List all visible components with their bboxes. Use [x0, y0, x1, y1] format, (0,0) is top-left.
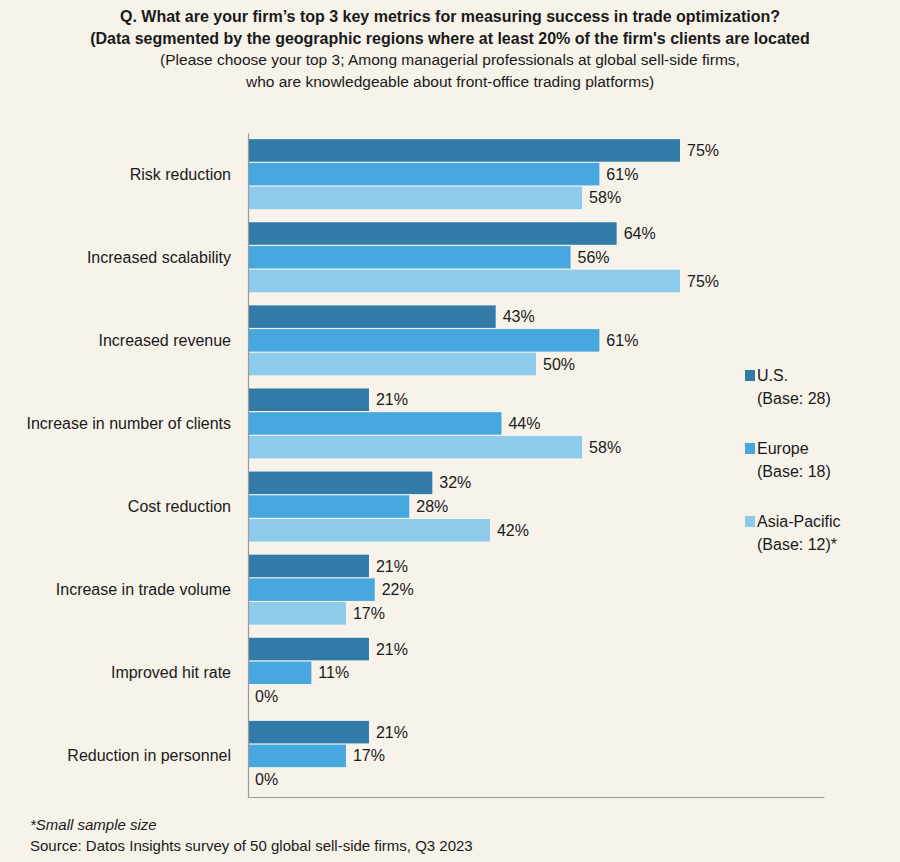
bar: [248, 329, 599, 352]
data-label: 21%: [376, 558, 408, 575]
tick-label-line: Improved hit rate: [111, 664, 231, 681]
tick-label-line: Increase in number of clients: [26, 415, 231, 432]
bar: [248, 305, 496, 328]
legend: U.S. (Base: 28) Europe (Base: 18) Asia-Pacif…: [745, 367, 841, 553]
bar: [248, 555, 369, 578]
data-label: 61%: [606, 166, 638, 183]
x-axis: [249, 797, 825, 798]
data-label: 17%: [353, 605, 385, 622]
bar: [248, 222, 617, 245]
tick: Risk reduction: [130, 166, 248, 183]
bar: [248, 495, 409, 518]
data-label: 64%: [624, 225, 656, 242]
bar: [248, 353, 536, 376]
data-label: 17%: [353, 747, 385, 764]
subtitle: (Please choose your top 3; Among manager…: [160, 51, 740, 68]
footnote: *Small sample size: [30, 816, 157, 833]
tick: Reduction in personnel: [67, 747, 248, 764]
data-labels: 75% 64% 43% 21% 32% 21% 21% 21% 61% 56% 61% 44% 28% 2…: [255, 142, 719, 788]
bar: [248, 388, 369, 411]
legend-label-line: Asia-Pacific: [757, 513, 841, 530]
y-axis: Risk reduction Increased scalability Incre…: [26, 134, 248, 798]
legend-label: Europe (Base: 18): [757, 440, 831, 480]
data-label: 50%: [543, 356, 575, 373]
subtitle: who are knowledgeable about front-office…: [245, 73, 654, 90]
data-label: 58%: [589, 189, 621, 206]
tick: Increased scalability: [87, 249, 248, 266]
legend-label-line: (Base: 18): [757, 463, 831, 480]
legend-label-line: (Base: 28): [757, 390, 831, 407]
data-label: 75%: [687, 142, 719, 159]
bar: [248, 745, 346, 768]
tick-label-line: Increased revenue: [98, 332, 231, 349]
bar: [248, 519, 490, 542]
legend-label: Asia-Pacific (Base: 12)*: [757, 513, 841, 553]
bar: [248, 187, 582, 210]
data-label: 0%: [255, 688, 278, 705]
tick: Increase in number of clients: [26, 415, 248, 432]
tick-label-line: Reduction in personnel: [67, 747, 231, 764]
tick-label-line: Risk reduction: [130, 166, 231, 183]
tick-label: Risk reduction: [130, 166, 231, 183]
data-label: 44%: [508, 415, 540, 432]
legend-swatch: [745, 516, 755, 527]
tick-label: Improved hit rate: [111, 664, 231, 681]
data-label: 0%: [255, 771, 278, 788]
bars: [248, 139, 680, 767]
bar: [248, 661, 311, 684]
data-label: 11%: [318, 664, 349, 681]
tick-label: Increase in trade volume: [56, 581, 231, 598]
bar: [248, 436, 582, 459]
source: Source: Datos Insights survey of 50 glob…: [30, 837, 473, 854]
bar: [248, 472, 432, 495]
title: Q. What are your firm’s top 3 key metric…: [120, 8, 780, 25]
tick: Improved hit rate: [111, 664, 248, 681]
bar: [248, 270, 680, 293]
tick-label-line: Increase in trade volume: [56, 581, 231, 598]
data-label: 32%: [439, 474, 471, 491]
data-label: 42%: [497, 522, 529, 539]
bar: [248, 412, 501, 435]
data-label: 22%: [382, 581, 414, 598]
data-label: 21%: [376, 641, 408, 658]
legend-label-line: Europe: [757, 440, 809, 457]
bar: [248, 246, 571, 269]
bar: [248, 602, 346, 625]
bar: [248, 721, 369, 744]
data-label: 58%: [589, 439, 621, 456]
data-label: 21%: [376, 724, 408, 741]
data-label: 28%: [416, 498, 448, 515]
legend-swatch: [745, 370, 755, 381]
legend-label: U.S. (Base: 28): [757, 367, 831, 407]
tick-label-line: Cost reduction: [128, 498, 231, 515]
data-label: 21%: [376, 391, 408, 408]
title: (Data segmented by the geographic region…: [90, 30, 810, 47]
legend-swatch: [745, 443, 755, 454]
data-label: 61%: [606, 332, 638, 349]
tick-label: Increased revenue: [98, 332, 231, 349]
legend-label-line: U.S.: [757, 367, 788, 384]
axis-line: [249, 797, 825, 798]
tick: Increased revenue: [98, 332, 248, 349]
axis-line: [248, 134, 249, 798]
bar: [248, 163, 599, 186]
data-label: 43%: [503, 308, 535, 325]
background: [0, 0, 900, 862]
tick-label: Increased scalability: [87, 249, 231, 266]
bar: [248, 578, 375, 601]
bar: [248, 638, 369, 661]
tick-label: Increase in number of clients: [26, 415, 231, 432]
tick-label: Reduction in personnel: [67, 747, 231, 764]
chart: Q. What are your firm’s top 3 key metric…: [0, 0, 900, 862]
bar: [248, 139, 680, 162]
data-label: 56%: [578, 249, 610, 266]
legend-label-line: (Base: 12)*: [757, 536, 837, 553]
data-label: 75%: [687, 273, 719, 290]
tick-label-line: Increased scalability: [87, 249, 231, 266]
tick-label: Cost reduction: [128, 498, 231, 515]
tick: Increase in trade volume: [56, 581, 248, 598]
tick: Cost reduction: [128, 498, 248, 515]
